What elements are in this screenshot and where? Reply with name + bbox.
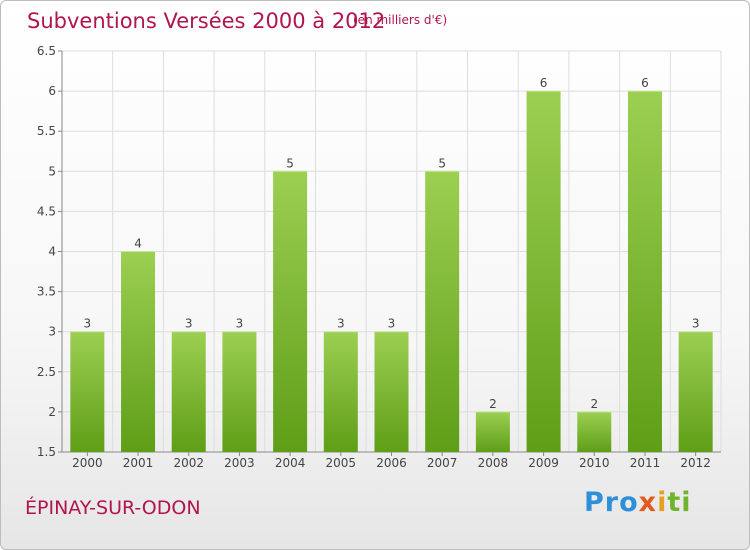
bar-value-label: 3: [236, 317, 244, 331]
x-tick-label: 2005: [326, 456, 357, 470]
chart-title: Subventions Versées 2000 à 2012: [27, 9, 386, 33]
bar-value-label: 6: [641, 76, 649, 90]
x-tick-label: 2002: [173, 456, 204, 470]
y-tick-label: 2.5: [37, 365, 56, 379]
y-tick-label: 5.5: [37, 124, 56, 138]
logo-part: ti: [667, 487, 692, 518]
logo-part: i: [657, 487, 668, 518]
x-tick-label: 2007: [427, 456, 458, 470]
x-tick-label: 2004: [275, 456, 306, 470]
bar-2012: [678, 331, 713, 452]
chart-subtitle: (en milliers d'€): [353, 13, 448, 27]
commune-name: ÉPINAY-SUR-ODON: [25, 497, 201, 519]
bar-value-label: 3: [337, 317, 345, 331]
bar-2007: [425, 171, 460, 453]
x-tick-label: 2009: [528, 456, 559, 470]
bar-2000: [70, 331, 105, 452]
bar-value-label: 3: [84, 317, 92, 331]
y-tick-label: 2: [48, 405, 56, 419]
y-tick-label: 4: [48, 245, 56, 259]
bar-2005: [323, 331, 358, 452]
bar-2006: [374, 331, 409, 452]
bar-value-label: 5: [438, 156, 446, 170]
axes: 1.5 2 2.5 3 3.5 4 4.5 5 5.5 6 6.5 2000 2001 2002 2003 2…: [37, 44, 721, 470]
y-tick-label: 5: [48, 164, 56, 178]
x-tick-label: 2006: [376, 456, 407, 470]
bar-value-label: 5: [286, 156, 294, 170]
bar-value-label: 6: [540, 76, 548, 90]
y-tick-label: 6: [48, 84, 56, 98]
bar-2004: [273, 171, 308, 453]
bar-2003: [222, 331, 257, 452]
y-tick-label: 1.5: [37, 445, 56, 459]
bar-2001: [121, 251, 156, 452]
proxiti-logo: Proxiti: [584, 487, 692, 518]
y-tick-label: 6.5: [37, 44, 56, 58]
bar-value-label: 3: [388, 317, 396, 331]
bar-2011: [627, 91, 662, 452]
bar-2009: [526, 91, 561, 452]
bar-value-label: 2: [489, 397, 497, 411]
x-tick-label: 2008: [478, 456, 509, 470]
x-tick-label: 2001: [123, 456, 154, 470]
bar-2008: [475, 411, 510, 452]
bar-value-label: 4: [134, 237, 142, 251]
logo-part: Pro: [584, 487, 639, 518]
y-tick-label: 3: [48, 325, 56, 339]
bar-2010: [577, 411, 612, 452]
x-tick-label: 2012: [680, 456, 711, 470]
x-tick-label: 2010: [579, 456, 610, 470]
bar-2002: [171, 331, 206, 452]
value-labels: 3 4 3 3 5 3 3 5 2 6 2 6 3: [84, 76, 700, 411]
x-tick-label: 2011: [630, 456, 661, 470]
bar-value-label: 3: [185, 317, 193, 331]
logo-part: x: [638, 487, 658, 518]
bars: [70, 90, 713, 453]
y-tick-label: 3.5: [37, 285, 56, 299]
y-tick-label: 4.5: [37, 204, 56, 218]
bar-value-label: 3: [692, 317, 700, 331]
x-tick-label: 2003: [224, 456, 255, 470]
bar-value-label: 2: [590, 397, 598, 411]
x-tick-label: 2000: [72, 456, 103, 470]
